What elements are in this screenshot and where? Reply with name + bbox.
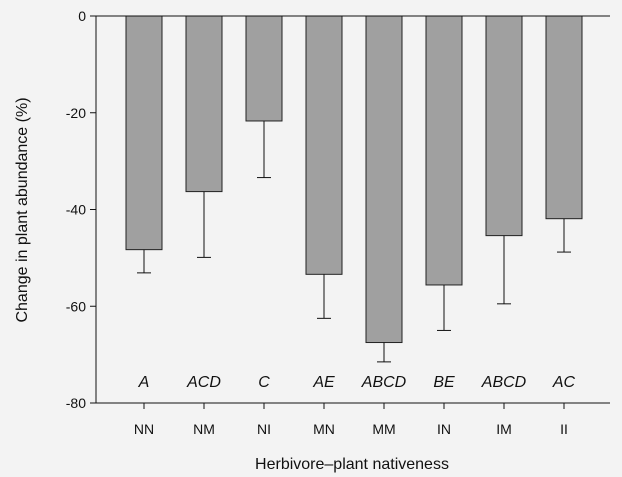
bar-MM	[365, 15, 403, 344]
significance-letter: A	[138, 374, 150, 391]
x-axis-label: Herbivore–plant nativeness	[255, 456, 449, 473]
y-tick-label: -80	[66, 395, 86, 411]
x-tick-label: MN	[313, 421, 335, 437]
x-tick-label: MM	[372, 421, 395, 437]
significance-letter: AE	[312, 374, 335, 391]
significance-letter: AC	[552, 374, 576, 391]
x-tick-label: IM	[496, 421, 512, 437]
bar-NM	[185, 15, 223, 193]
y-tick-label: -60	[66, 298, 86, 314]
bar-NN	[125, 15, 163, 251]
significance-letters: A ACD C AE ABCD BE ABCD AC	[138, 374, 576, 391]
bar-II	[545, 15, 583, 220]
x-axis: NN NM NI MN MM IN IM II	[96, 15, 610, 437]
x-tick-label: IN	[437, 421, 451, 437]
significance-letter: ACD	[186, 374, 221, 391]
significance-letter: ABCD	[481, 374, 527, 391]
error-bars	[137, 120, 571, 363]
bars	[125, 15, 583, 344]
bar-NI	[245, 15, 283, 122]
x-tick-label: NM	[193, 421, 215, 437]
bar-MN	[305, 15, 343, 275]
y-tick-label: 0	[78, 8, 86, 24]
significance-letter: BE	[433, 374, 455, 391]
y-axis: 0 -20 -40 -60 -80	[66, 8, 97, 411]
significance-letter: C	[258, 374, 270, 391]
x-tick-label: NN	[134, 421, 154, 437]
y-tick-label: -20	[66, 105, 86, 121]
bar-IM	[485, 15, 523, 237]
y-tick-label: -40	[66, 202, 86, 218]
bar-IN	[425, 15, 463, 286]
significance-letter: ABCD	[361, 374, 407, 391]
x-tick-label: II	[560, 421, 568, 437]
y-axis-label: Change in plant abundance (%)	[14, 97, 31, 322]
x-tick-label: NI	[257, 421, 271, 437]
